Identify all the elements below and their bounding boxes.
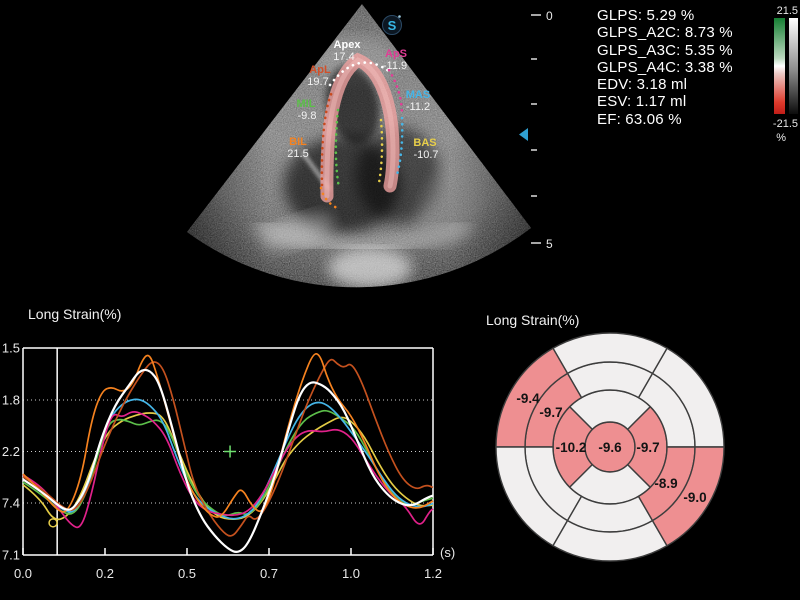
bullseye-segment-value: -9.6 [598,440,622,455]
bas-value: -10.7 [413,149,438,161]
logo-letter: S [388,18,397,33]
segment-label-bil: BIL 21.5 [287,136,308,160]
measurement-glps-a4c: GLPS_A4C: 3.38 % [597,58,733,76]
y-tick-label: 1.8 [2,393,20,408]
depth-label-bottom: 5 [546,237,553,251]
x-tick-label: 0.2 [96,566,114,581]
apex-value: 17.4 [333,51,354,63]
aps-label: ApS [385,48,407,60]
logo-dot [398,15,401,18]
strain-chart-title: Long Strain(%) [28,306,122,322]
bullseye-segment-value: -9.7 [539,405,562,420]
bullseye-chart: -9.6 -10.2 -9.7 -9.7 -8.9 -9.4 -9.0 [495,332,725,562]
segment-label-mas: MAS -11.2 [406,89,430,113]
x-tick-label: 0.7 [260,566,278,581]
measurement-glps: GLPS: 5.29 % [597,7,695,24]
segment-label-aps: ApS -11.9 [383,48,407,72]
y-tick-label: 1.5 [2,341,20,356]
focus-marker-icon[interactable] [519,128,528,141]
measurement-ef: EF: 63.06 % [597,110,682,128]
bullseye-segment-value: -8.9 [654,476,677,491]
strain-curve-bil [22,352,434,518]
mas-label: MAS [406,89,430,101]
strain-curve-apl [22,358,434,537]
bullseye-segment-value: -9.0 [683,490,706,505]
strain-curve-chart[interactable]: 0.0 0.2 0.5 0.7 1.0 1.2 (s) 1.5 1.8 2.2 7.4 7.1 [0,300,460,600]
x-tick-label: 0.5 [178,566,196,581]
depth-scale [531,14,541,244]
y-tick-label: 7.4 [2,495,20,510]
colorbar-min-label: -21.5 [772,118,798,130]
segment-label-mil: MIL -9.8 [297,98,317,122]
apl-dots [320,88,335,187]
apl-label: ApL [309,64,331,76]
bullseye-title: Long Strain(%) [486,312,580,328]
segment-label-bas: BAS -10.7 [413,137,438,161]
x-axis-unit: (s) [440,545,455,560]
measurement-glps-a3c: GLPS_A3C: 5.35 % [597,41,733,59]
bullseye-segment-value: -10.2 [556,440,587,455]
colorbar-unit: % [776,132,786,144]
depth-label-top: 0 [546,9,553,23]
bullseye-segment [651,446,725,547]
mil-label: MIL [297,98,316,110]
bullseye-segment-value: -9.7 [636,440,659,455]
bullseye-segment-value: -9.4 [516,391,540,406]
colorbar-max-label: 21.5 [776,5,798,17]
strain-curve-aps [22,411,434,529]
y-tick-label: 2.2 [2,444,20,459]
colorbar-gradient [774,18,785,114]
measurement-glps-a2c: GLPS_A2C: 8.73 % [597,24,733,42]
segment-labels: Apex 17.4 ApL 19.7 ApS -11.9 MIL -9.8 MA… [287,39,438,161]
apex-dots [328,61,392,87]
measurement-panel: GLPS: 5.29 % GLPS_A2C: 8.73 % GLPS_A3C: … [597,7,733,128]
x-tick-label: 1.2 [424,566,442,581]
strain-curve-apex [22,368,434,553]
segment-label-apex: Apex 17.4 [333,39,361,63]
bil-dots [319,186,339,210]
vendor-logo: S [382,15,402,35]
mas-dots [395,116,404,177]
ultrasound-image: Apex 17.4 ApL 19.7 ApS -11.9 MIL -9.8 MA… [187,4,553,288]
mil-value: -9.8 [298,110,317,122]
strain-roi-overlay [319,52,404,210]
y-tick-label: 7.1 [2,548,20,563]
curve-marker [48,518,58,528]
mas-value: -11.2 [406,101,430,113]
segment-label-apl: ApL 19.7 [307,64,331,88]
measurement-edv: EDV: 3.18 ml [597,76,688,94]
x-tick-label: 0.0 [14,566,32,581]
strain-colorbar: 21.5 -21.5 % [752,2,800,152]
mil-dots [334,108,341,190]
apex-label: Apex [334,39,362,51]
bil-value: 21.5 [287,148,308,160]
bas-dots [377,118,384,185]
aps-value: -11.9 [383,60,407,72]
measurement-esv: ESV: 1.17 ml [597,93,687,111]
bil-label: BIL [289,136,307,148]
apl-value: 19.7 [307,76,328,88]
x-tick-label: 1.0 [342,566,360,581]
aps-dots [387,68,404,117]
colorbar-grayscale [789,18,798,114]
bas-label: BAS [413,137,436,149]
